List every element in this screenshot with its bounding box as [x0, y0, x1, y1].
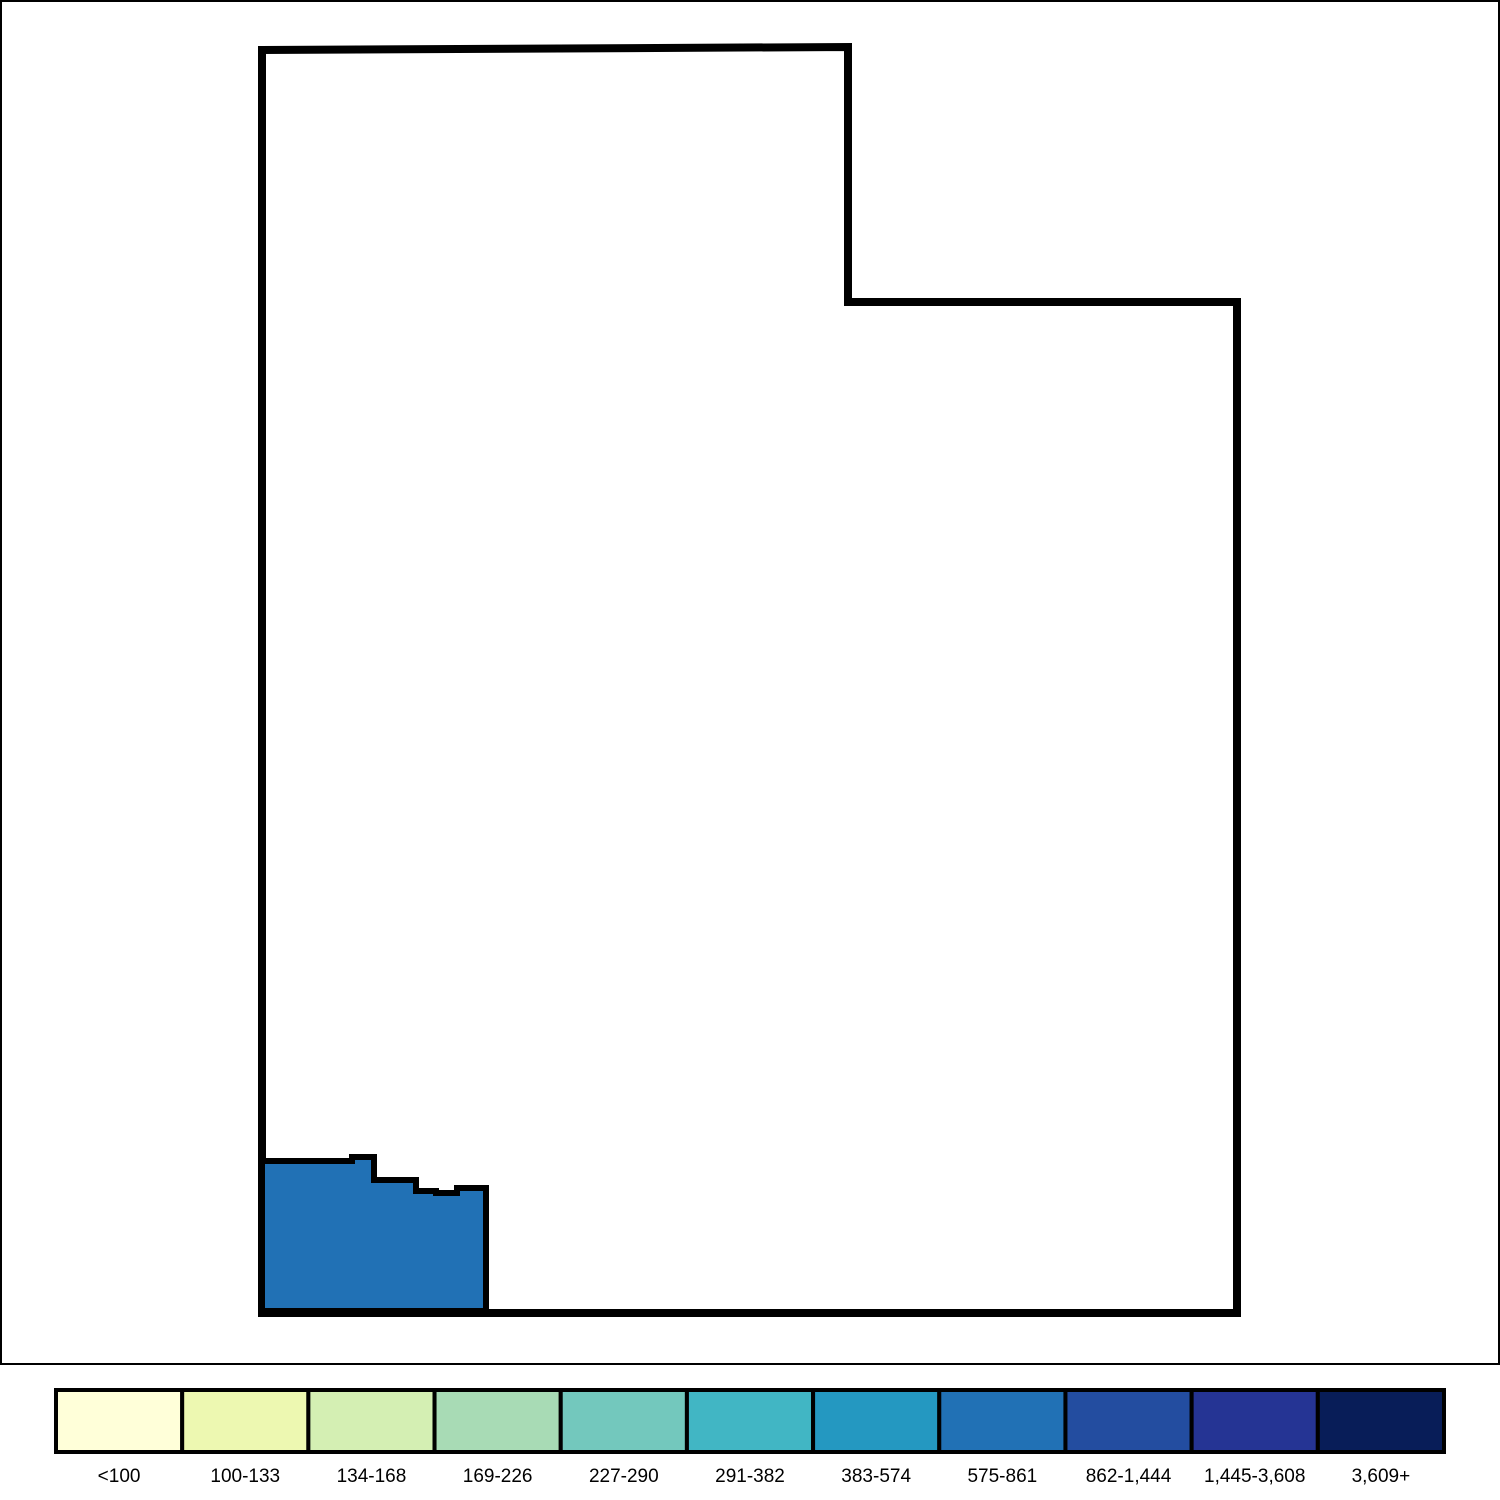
legend-swatch-8: [1063, 1388, 1194, 1454]
legend-label-1: 100-133: [210, 1466, 281, 1487]
legend-swatch-1: [180, 1388, 311, 1454]
map-panel: [0, 0, 1500, 1365]
legend-label-5: 291-382: [715, 1466, 785, 1487]
legend-label-10: 3,609+: [1351, 1466, 1411, 1487]
legend-label-0: <100: [97, 1466, 141, 1487]
legend-swatch-3: [432, 1388, 563, 1454]
legend-swatch-0: [54, 1388, 185, 1454]
legend-swatch-9: [1189, 1388, 1320, 1454]
legend-swatch-4: [558, 1388, 689, 1454]
legend-label-3: 169-226: [462, 1466, 533, 1487]
legend-swatch-7: [937, 1388, 1068, 1454]
legend-label-8: 862-1,444: [1085, 1466, 1172, 1487]
legend-swatch-6: [811, 1388, 942, 1454]
highlighted-county[interactable]: [259, 1154, 489, 1314]
legend-swatch-10: [1315, 1388, 1447, 1454]
legend-swatch-2: [306, 1388, 437, 1454]
legend-colorbar: [54, 1388, 1447, 1454]
legend-label-7: 575-861: [967, 1466, 1038, 1487]
legend-label-2: 134-168: [336, 1466, 407, 1487]
legend-label-4: 227-290: [588, 1466, 659, 1487]
legend-swatch-5: [684, 1388, 816, 1454]
legend-label-9: 1,445-3,608: [1204, 1466, 1306, 1487]
legend-label-6: 383-574: [841, 1466, 912, 1487]
